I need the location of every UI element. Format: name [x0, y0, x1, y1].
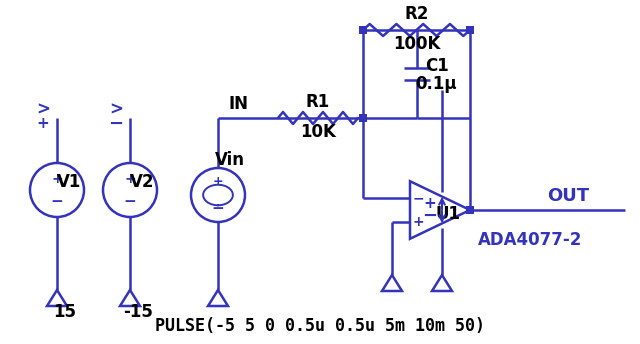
Text: PULSE(-5 5 0 0.5u 0.5u 5m 10m 50): PULSE(-5 5 0 0.5u 0.5u 5m 10m 50) — [155, 317, 485, 335]
Text: 10K: 10K — [300, 123, 336, 141]
Text: >: > — [36, 101, 50, 119]
Text: -15: -15 — [123, 303, 153, 321]
Text: +: + — [36, 117, 49, 131]
Text: 15: 15 — [54, 303, 77, 321]
Text: −: − — [422, 207, 438, 225]
Text: +: + — [212, 175, 223, 188]
Text: ADA4077-2: ADA4077-2 — [478, 231, 582, 249]
Text: −: − — [108, 115, 124, 133]
Text: IN: IN — [228, 95, 248, 113]
Text: −: − — [51, 194, 63, 209]
Text: −: − — [124, 194, 136, 209]
Text: U1: U1 — [435, 205, 461, 223]
Text: 0.1μ: 0.1μ — [416, 75, 458, 93]
Text: OUT: OUT — [547, 187, 589, 205]
Text: Vin: Vin — [215, 151, 245, 169]
Text: R2: R2 — [404, 5, 429, 23]
Text: +: + — [51, 172, 63, 186]
Text: +: + — [124, 172, 136, 186]
Text: −: − — [212, 201, 225, 216]
Text: +: + — [412, 215, 424, 229]
Text: +: + — [424, 196, 436, 212]
Text: V2: V2 — [130, 173, 154, 191]
Text: −: − — [412, 191, 424, 205]
Text: >: > — [109, 101, 123, 119]
Text: C1: C1 — [424, 57, 449, 75]
Text: R1: R1 — [306, 93, 330, 111]
Text: V1: V1 — [57, 173, 81, 191]
Text: 100K: 100K — [393, 35, 440, 53]
